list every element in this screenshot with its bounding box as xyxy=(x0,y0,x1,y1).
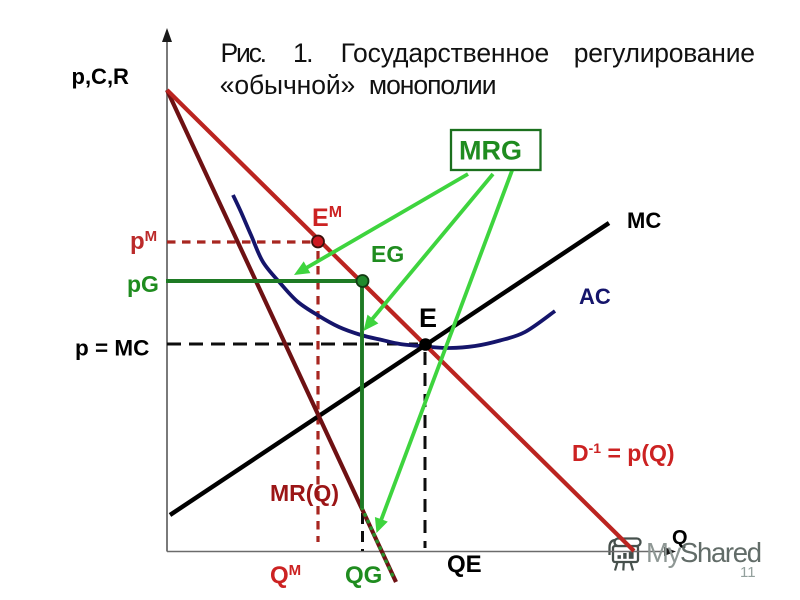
svg-text:1.: 1. xyxy=(293,38,314,68)
svg-text:MRG: MRG xyxy=(459,136,522,166)
svg-text:EG: EG xyxy=(371,241,404,267)
svg-text:монополии: монополии xyxy=(369,70,497,100)
svg-text:E: E xyxy=(419,303,437,333)
svg-text:AC: AC xyxy=(579,284,611,309)
svg-text:EM: EM xyxy=(312,204,342,232)
svg-text:Государственное: Государственное xyxy=(341,38,550,68)
svg-text:QM: QM xyxy=(270,562,301,589)
svg-text:p = MC: p = MC xyxy=(75,336,149,361)
svg-text:QE: QE xyxy=(447,551,482,578)
svg-text:MC: MC xyxy=(627,208,661,233)
svg-text:регулирование: регулирование xyxy=(574,38,755,68)
svg-text:«обычной»: «обычной» xyxy=(220,70,356,100)
svg-text:D-1 = p(Q): D-1 = p(Q) xyxy=(572,440,675,466)
svg-text:11: 11 xyxy=(740,564,756,581)
svg-text:MyShared: MyShared xyxy=(646,537,762,568)
svg-text:QG: QG xyxy=(345,562,382,589)
svg-text:MR(Q): MR(Q) xyxy=(270,480,339,506)
svg-text:p,C,R: p,C,R xyxy=(72,64,130,89)
svg-text:Q: Q xyxy=(672,527,688,549)
svg-text:pG: pG xyxy=(127,271,159,297)
svg-text:Рис.: Рис. xyxy=(221,38,268,68)
